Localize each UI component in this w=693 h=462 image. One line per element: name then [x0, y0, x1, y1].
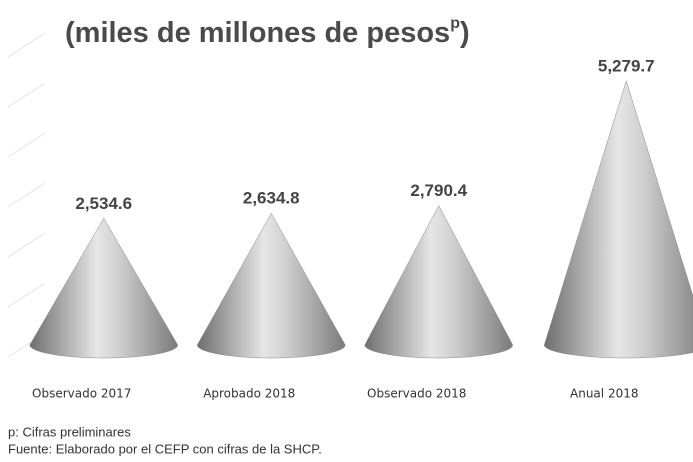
value-label: 2,634.8 [243, 189, 300, 208]
title-main: (miles de millones de pesos [65, 17, 450, 49]
value-label: 2,534.6 [75, 194, 132, 213]
title-superscript: p [450, 15, 460, 32]
title-end: ) [460, 17, 470, 49]
value-label: 5,279.7 [598, 56, 655, 75]
cone [364, 204, 514, 359]
grid-line [7, 82, 46, 108]
grid-line [7, 132, 46, 158]
source: Fuente: Elaborado por el CEFP con cifras… [8, 441, 322, 456]
x-tick-label: Observado 2017 [32, 387, 131, 401]
x-tick-label: Aprobado 2018 [203, 387, 295, 401]
cone [543, 80, 693, 359]
grid-line [7, 182, 46, 208]
x-tick-label: Observado 2018 [367, 387, 466, 401]
grid-line [7, 232, 46, 258]
chart-title: (miles de millones de pesosp) [65, 15, 470, 48]
cone [29, 217, 179, 359]
grid-line [7, 32, 46, 58]
cone [196, 212, 346, 359]
grid-line [7, 282, 46, 308]
footnote: p: Cifras preliminares [8, 424, 131, 439]
value-label: 2,790.4 [410, 181, 467, 200]
x-tick-label: Anual 2018 [570, 387, 638, 401]
